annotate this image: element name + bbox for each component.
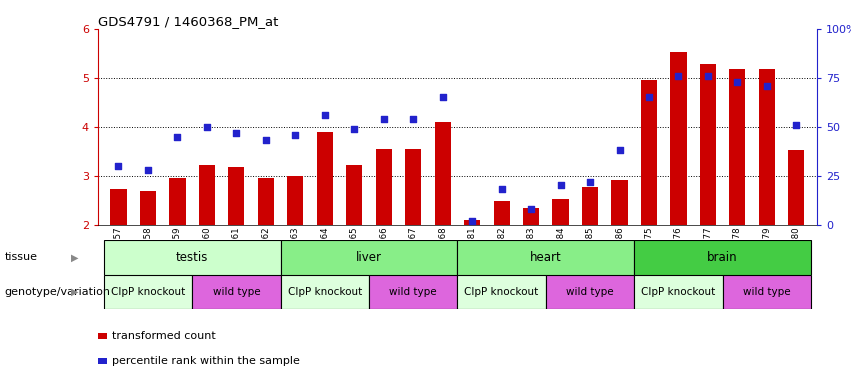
Bar (98, 333, 107, 339)
Bar (435, 122, 451, 225)
Text: brain: brain (707, 251, 738, 264)
Point (583, 179, 597, 185)
Text: ClpP knockout: ClpP knockout (288, 287, 362, 297)
Bar (98, 358, 107, 364)
Bar (140, 191, 156, 225)
Bar (729, 70, 745, 225)
Bar (405, 149, 421, 225)
Bar (700, 64, 716, 225)
Bar (199, 165, 215, 225)
Bar (369, 275, 458, 309)
Bar (104, 240, 281, 275)
Bar (458, 240, 634, 275)
Text: tissue: tissue (4, 252, 37, 262)
Point (111, 163, 125, 169)
Bar (346, 165, 363, 225)
Text: genotype/variation: genotype/variation (4, 287, 111, 297)
Bar (494, 201, 510, 225)
Point (671, 73, 685, 79)
Bar (317, 132, 333, 225)
Text: liver: liver (356, 251, 382, 264)
Bar (464, 220, 480, 225)
Point (288, 131, 302, 137)
Point (790, 122, 803, 128)
Bar (228, 167, 244, 225)
Point (465, 218, 479, 224)
Bar (788, 150, 804, 225)
Bar (281, 240, 458, 275)
Bar (671, 52, 687, 225)
Point (554, 182, 568, 189)
Text: testis: testis (176, 251, 208, 264)
Bar (281, 275, 369, 309)
Point (200, 124, 214, 130)
Point (377, 116, 391, 122)
Text: wild type: wild type (743, 287, 791, 297)
Point (347, 126, 361, 132)
Bar (722, 275, 811, 309)
Bar (375, 149, 391, 225)
Text: ClpP knockout: ClpP knockout (465, 287, 539, 297)
Bar (634, 240, 811, 275)
Text: transformed count: transformed count (112, 331, 216, 341)
Text: ▶: ▶ (71, 287, 78, 297)
Point (643, 94, 656, 101)
Bar (258, 178, 274, 225)
Bar (104, 275, 192, 309)
Bar (611, 180, 627, 225)
Bar (288, 176, 304, 225)
Text: percentile rank within the sample: percentile rank within the sample (112, 356, 300, 366)
Bar (545, 275, 634, 309)
Text: heart: heart (530, 251, 562, 264)
Text: ▶: ▶ (71, 252, 78, 262)
Point (171, 134, 185, 140)
Text: wild type: wild type (213, 287, 260, 297)
Bar (582, 187, 598, 225)
Point (730, 79, 744, 85)
Point (141, 167, 155, 173)
Point (259, 137, 272, 144)
Text: ClpP knockout: ClpP knockout (111, 287, 185, 297)
Point (230, 129, 243, 136)
Point (524, 206, 538, 212)
Text: wild type: wild type (566, 287, 614, 297)
Bar (458, 275, 545, 309)
Point (436, 94, 449, 101)
Bar (552, 199, 568, 225)
Text: GDS4791 / 1460368_PM_at: GDS4791 / 1460368_PM_at (98, 15, 278, 28)
Bar (523, 209, 540, 225)
Bar (169, 178, 186, 225)
Bar (111, 189, 127, 225)
Bar (759, 69, 775, 225)
Point (318, 112, 332, 118)
Point (701, 73, 715, 79)
Bar (192, 275, 281, 309)
Text: ClpP knockout: ClpP knockout (642, 287, 716, 297)
Point (613, 147, 626, 153)
Point (494, 186, 508, 192)
Bar (634, 275, 722, 309)
Bar (641, 80, 657, 225)
Point (407, 116, 420, 122)
Text: wild type: wild type (390, 287, 437, 297)
Point (760, 83, 774, 89)
